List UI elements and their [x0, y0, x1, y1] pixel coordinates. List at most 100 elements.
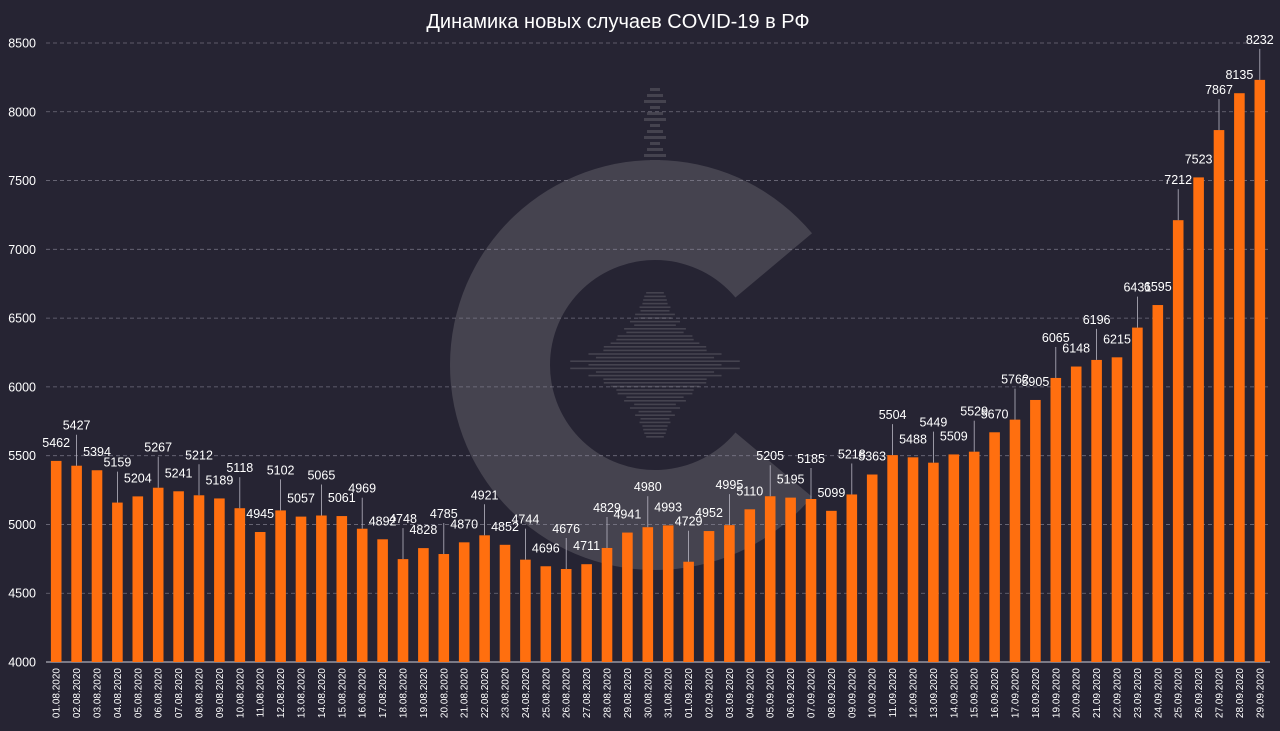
bar	[295, 516, 307, 662]
data-label: 4676	[552, 522, 580, 536]
x-tick-label: 19.09.2020	[1051, 668, 1062, 718]
x-tick-label: 04.09.2020	[745, 668, 756, 718]
x-tick-label: 20.08.2020	[439, 668, 450, 718]
bar	[846, 494, 858, 662]
bar	[1213, 130, 1225, 663]
data-label: 5462	[42, 436, 70, 450]
data-label: 8232	[1246, 33, 1274, 47]
data-label: 4969	[348, 482, 376, 496]
watermark-wave-line	[610, 342, 700, 344]
watermark-wave-line	[635, 414, 675, 416]
bar	[928, 462, 939, 662]
watermark-wave-line	[629, 407, 681, 409]
x-tick-label: 17.08.2020	[378, 668, 389, 718]
data-label: 5061	[328, 491, 356, 505]
y-tick-label: 7500	[8, 174, 36, 188]
bar	[1254, 79, 1266, 663]
watermark-wave-line	[626, 396, 684, 398]
x-tick-label: 19.08.2020	[419, 668, 430, 718]
y-tick-label: 4000	[8, 656, 36, 670]
bar	[1091, 359, 1102, 662]
data-label: 4785	[430, 507, 458, 521]
x-tick-label: 08.08.2020	[195, 668, 206, 718]
x-tick-label: 06.09.2020	[786, 668, 797, 718]
watermark-wave-line	[595, 371, 715, 373]
watermark-wave-line	[634, 403, 676, 406]
bar	[132, 496, 144, 662]
watermark-wave-line	[640, 310, 670, 312]
watermark-wave-line	[646, 292, 664, 294]
bar	[336, 516, 348, 662]
x-tick-label: 25.08.2020	[541, 668, 552, 718]
watermark-wave-line	[617, 392, 693, 395]
y-tick-label: 5000	[8, 518, 36, 532]
bar	[458, 542, 470, 662]
bar	[764, 496, 776, 662]
bar	[805, 498, 817, 662]
watermark-wave-line	[646, 436, 664, 438]
logo-watermark-icon	[450, 88, 813, 570]
data-label: 5241	[165, 466, 193, 480]
x-tick-label: 21.09.2020	[1092, 668, 1103, 718]
bar	[520, 559, 531, 662]
bar	[356, 528, 368, 662]
data-label: 4744	[511, 513, 539, 527]
x-tick-label: 20.09.2020	[1072, 668, 1083, 718]
bar	[907, 457, 919, 662]
bar	[560, 569, 572, 662]
y-tick-label: 4500	[8, 587, 36, 601]
watermark-tower-segment	[647, 112, 663, 115]
x-tick-label: 14.09.2020	[949, 668, 960, 718]
y-tick-label: 8000	[8, 105, 36, 119]
x-tick-label: 28.09.2020	[1235, 668, 1246, 718]
bar	[1172, 220, 1184, 662]
data-label: 4828	[409, 523, 437, 537]
bar	[173, 491, 184, 662]
data-label: 6196	[1083, 313, 1111, 327]
bar	[622, 532, 633, 662]
watermark-ring	[450, 159, 813, 570]
bar	[377, 539, 388, 662]
data-label: 4696	[532, 541, 560, 555]
data-label: 7523	[1185, 152, 1213, 166]
data-label: 5488	[899, 432, 927, 446]
bar	[1050, 377, 1062, 662]
bar	[479, 535, 490, 662]
data-label: 5218	[838, 447, 866, 461]
data-label: 4892	[369, 514, 397, 528]
x-tick-label: 18.08.2020	[399, 668, 410, 718]
x-tick-label: 02.08.2020	[72, 668, 83, 718]
watermark-tower-segment	[647, 148, 663, 151]
data-label: 4993	[654, 500, 682, 514]
x-tick-label: 01.09.2020	[684, 668, 695, 718]
data-label: 5205	[756, 449, 784, 463]
x-tick-label: 26.09.2020	[1194, 668, 1205, 718]
data-label: 5189	[205, 473, 233, 487]
bar	[826, 510, 837, 662]
data-label: 6595	[1144, 280, 1172, 294]
bar	[1030, 399, 1041, 662]
x-tick-label: 09.09.2020	[847, 668, 858, 718]
watermark-tower-segment	[644, 100, 666, 103]
bar	[1070, 366, 1082, 662]
bar	[866, 474, 878, 662]
bar	[1111, 357, 1123, 662]
data-label: 5670	[981, 407, 1009, 421]
x-tick-label: 31.08.2020	[664, 668, 675, 718]
watermark-tower-segment	[650, 160, 660, 163]
watermark-wave-line	[624, 328, 686, 330]
watermark-wave-line	[595, 356, 715, 359]
y-tick-label: 7000	[8, 243, 36, 257]
data-label: 4870	[450, 517, 478, 531]
bar	[234, 508, 246, 662]
data-label: 6065	[1042, 331, 1070, 345]
bar	[316, 515, 327, 662]
data-label: 5057	[287, 492, 315, 506]
x-tick-label: 02.09.2020	[705, 668, 716, 718]
data-label: 5118	[226, 461, 253, 475]
bar	[112, 502, 123, 662]
bar	[601, 547, 613, 662]
watermark-wave-line	[603, 349, 707, 352]
